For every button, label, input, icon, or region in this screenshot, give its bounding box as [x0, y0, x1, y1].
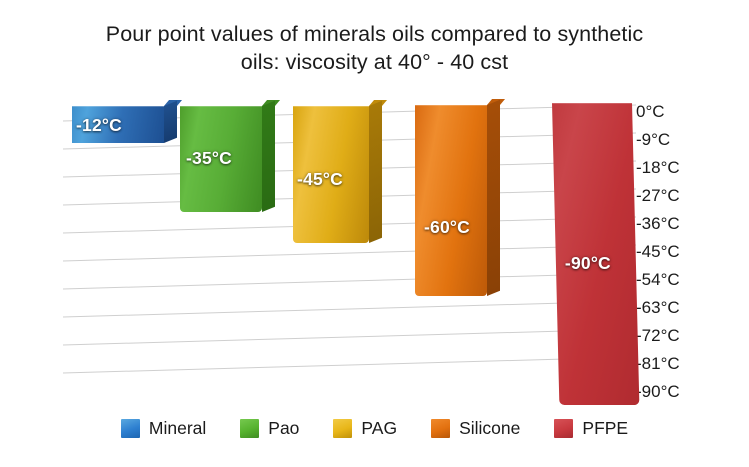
y-tick-label: -90°C — [636, 382, 680, 401]
legend-label: PAG — [361, 418, 398, 438]
y-tick-label: -54°C — [636, 270, 680, 289]
chart-title: Pour point values of minerals oils compa… — [105, 22, 644, 74]
bar-pfpe-value-label: -90°C — [564, 253, 611, 273]
legend-swatch-icon — [240, 418, 260, 438]
legend-label: Mineral — [148, 418, 207, 438]
y-tick-label: -72°C — [636, 326, 680, 345]
bar-pag-side-face — [369, 100, 382, 244]
bar-silicone-side-face — [487, 99, 500, 297]
bar-silicone-value-label: -60°C — [424, 217, 470, 237]
legend-item-silicone[interactable]: Silicone — [431, 418, 520, 438]
legend-label: Pao — [268, 418, 300, 438]
legend-label: PFPE — [582, 418, 629, 438]
y-tick-label: -9°C — [636, 130, 671, 149]
legend-swatch-icon — [333, 418, 353, 438]
chart-legend: Mineral Pao PAG Silicone PFPE — [0, 418, 749, 438]
legend-swatch-icon — [431, 418, 451, 438]
legend-item-pag[interactable]: PAG — [333, 418, 397, 438]
y-tick-label: -18°C — [636, 158, 680, 177]
legend-item-mineral[interactable]: Mineral — [120, 418, 207, 438]
bar-pao-side-face — [262, 100, 275, 212]
bar-mineral-side-face — [164, 100, 177, 143]
bar-mineral[interactable]: -12°C — [72, 100, 183, 143]
y-tick-label: -45°C — [636, 242, 680, 261]
bar-silicone-front-face — [415, 105, 487, 296]
bar-silicone[interactable]: -60°C — [415, 99, 506, 297]
y-tick-label: -36°C — [636, 214, 680, 233]
y-axis: 0°C -9°C -18°C -27°C -36°C -45°C -54°C -… — [636, 0, 746, 467]
y-tick-label: 0°C — [636, 102, 665, 121]
legend-item-pfpe[interactable]: PFPE — [554, 418, 628, 438]
legend-swatch-icon — [554, 418, 574, 438]
bar-pao-value-label: -35°C — [186, 148, 232, 168]
bar-pfpe[interactable]: -90°C — [552, 103, 640, 405]
legend-swatch-icon — [120, 418, 140, 438]
y-tick-label: -63°C — [636, 298, 680, 317]
y-tick-label: -81°C — [636, 354, 680, 373]
bar-pao[interactable]: -35°C — [180, 100, 281, 212]
legend-item-pao[interactable]: Pao — [240, 418, 299, 438]
bar-pag[interactable]: -45°C — [293, 100, 388, 244]
legend-label: Silicone — [459, 418, 521, 438]
bar-pag-value-label: -45°C — [297, 169, 343, 189]
bar-mineral-value-label: -12°C — [76, 115, 122, 135]
y-tick-label: -27°C — [636, 186, 680, 205]
